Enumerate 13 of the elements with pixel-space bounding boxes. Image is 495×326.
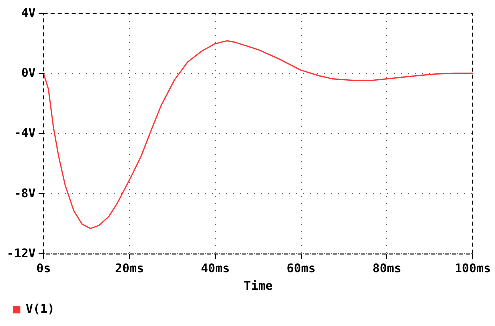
x-tick-label: 80ms — [372, 262, 402, 276]
y-tick-label: 0V — [21, 66, 36, 80]
x-tick-label: 40ms — [201, 262, 230, 276]
legend-label: V(1) — [26, 302, 55, 316]
y-tick-label: -4V — [14, 126, 36, 140]
y-tick-label: 4V — [21, 6, 36, 20]
y-tick-label: -8V — [14, 186, 36, 200]
y-tick-label: -12V — [6, 246, 36, 260]
x-tick-label: 20ms — [115, 262, 144, 276]
x-tick-label: 100ms — [454, 262, 492, 276]
x-tick-label: 0s — [36, 262, 52, 276]
x-axis-title: Time — [244, 278, 273, 293]
x-tick-label: 60ms — [286, 262, 316, 276]
